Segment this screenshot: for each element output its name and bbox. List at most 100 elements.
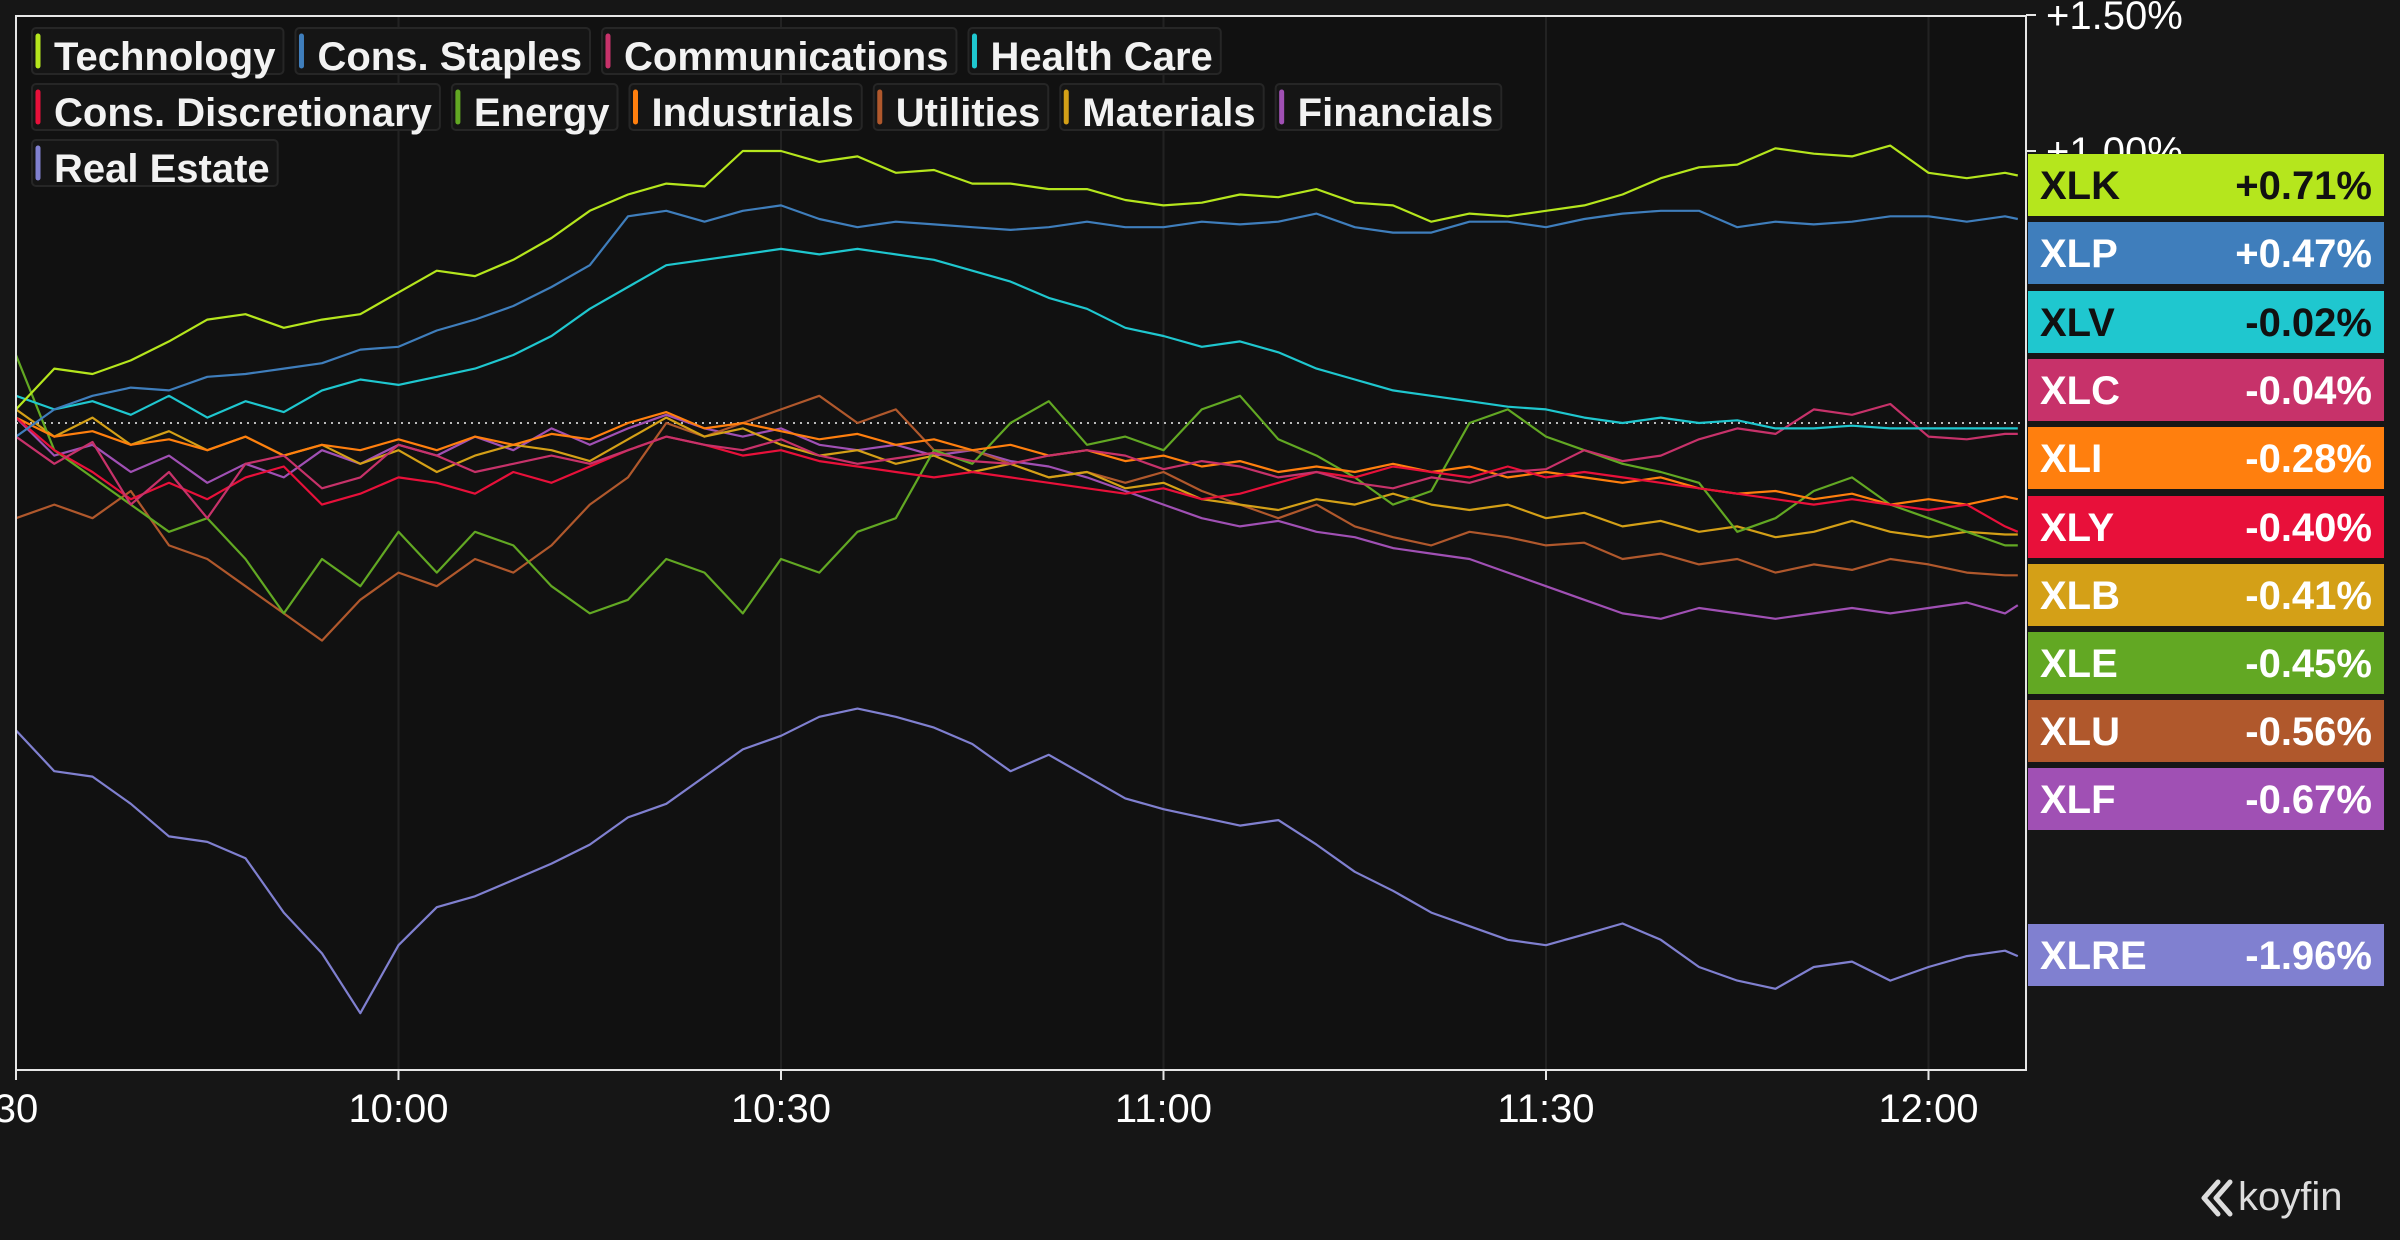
koyfin-logo-icon	[2201, 1179, 2233, 1217]
badge-background	[2028, 291, 2384, 353]
legend-item-box	[31, 27, 285, 75]
badge-background	[2028, 154, 2384, 216]
value-badges: XLK +0.71% XLP +0.47% XLC -0.04% XLV -0.02% XLY -…	[2028, 154, 2384, 986]
legend-label: Materials	[1082, 91, 1255, 135]
plot-border	[15, 15, 2027, 1071]
plot-area	[16, 16, 2026, 1070]
koyfin-logo: koyfin	[2201, 1175, 2343, 1219]
badge-xlb: XLB -0.41%	[2028, 564, 2384, 626]
legend-item-xli[interactable]: Industrials	[628, 83, 863, 135]
legend-item-xlv[interactable]: Health Care	[967, 27, 1222, 79]
legend-item-xlb[interactable]: Materials	[1059, 83, 1265, 135]
badge-xlre: XLRE -1.96%	[2028, 924, 2384, 986]
legend-item-box	[1274, 83, 1503, 131]
legend-item-xlf[interactable]: Financials	[1274, 83, 1503, 135]
legend-item-xly[interactable]: Cons. Discretionary	[31, 83, 441, 135]
legend-label: Real Estate	[54, 147, 270, 191]
legend-label: Utilities	[896, 91, 1040, 135]
series-line-xlre	[16, 707, 2019, 1015]
series-lines	[16, 144, 2019, 1015]
legend-label: Cons. Discretionary	[54, 91, 433, 135]
x-tick-label: 11:30	[1497, 1087, 1594, 1131]
legend-label: Energy	[474, 91, 610, 135]
series-line-xlb	[16, 408, 2018, 539]
legend-item-xlre[interactable]: Real Estate	[31, 139, 279, 191]
badge-xlf: XLF -0.67%	[2028, 768, 2384, 830]
legend-item-box	[872, 83, 1050, 131]
badge-background	[2028, 427, 2384, 489]
legend-item-xlk[interactable]: Technology	[31, 27, 285, 79]
badge-value: +0.71%	[2235, 164, 2372, 208]
badge-value: -0.45%	[2245, 642, 2372, 686]
brand-name: koyfin	[2238, 1175, 2343, 1219]
x-tick-label: 30	[0, 1087, 38, 1131]
badge-value: -0.56%	[2245, 710, 2372, 754]
badge-ticker: XLV	[2040, 301, 2115, 345]
badge-ticker: XLI	[2040, 437, 2102, 481]
legend-item-box	[628, 83, 863, 131]
series-line-xlv	[16, 247, 2018, 430]
legend-label: Cons. Staples	[317, 35, 582, 79]
legend-label: Financials	[1298, 91, 1494, 135]
badge-value: -0.02%	[2245, 301, 2372, 345]
badge-ticker: XLF	[2040, 778, 2116, 822]
legend-item-xlu[interactable]: Utilities	[872, 83, 1050, 135]
badge-xle: XLE -0.45%	[2028, 632, 2384, 694]
badge-value: -0.67%	[2245, 778, 2372, 822]
legend-item-box	[967, 27, 1222, 75]
badge-xly: XLY -0.40%	[2028, 496, 2384, 558]
legend-label: Health Care	[990, 35, 1212, 79]
legend-item-box	[31, 83, 441, 131]
badge-value: -0.41%	[2245, 574, 2372, 618]
badge-background	[2028, 564, 2384, 626]
legend-label: Technology	[54, 35, 276, 79]
x-tick-label: 10:30	[731, 1087, 831, 1131]
badge-value: -0.40%	[2245, 506, 2372, 550]
legend-item-box	[31, 139, 279, 187]
legend-label: Communications	[624, 35, 948, 79]
badge-ticker: XLY	[2040, 506, 2114, 550]
badge-ticker: XLU	[2040, 710, 2120, 754]
badge-xlp: XLP +0.47%	[2028, 222, 2384, 284]
badge-ticker: XLK	[2040, 164, 2120, 208]
series-line-xlp	[16, 204, 2019, 438]
badge-xlk: XLK +0.71%	[2028, 154, 2384, 216]
legend-item-box	[294, 27, 591, 75]
badge-background	[2028, 924, 2384, 986]
badge-ticker: XLE	[2040, 642, 2118, 686]
badge-background	[2028, 768, 2384, 830]
badge-value: -0.04%	[2245, 369, 2372, 413]
legend-item-box	[450, 83, 619, 131]
badge-value: -0.28%	[2245, 437, 2372, 481]
badge-value: -1.96%	[2245, 934, 2372, 978]
legend-item-box	[601, 27, 958, 75]
legend-item-xlp[interactable]: Cons. Staples	[294, 27, 591, 79]
x-tick-label: 11:00	[1115, 1087, 1212, 1131]
badge-xli: XLI -0.28%	[2028, 427, 2384, 489]
badge-ticker: XLB	[2040, 574, 2120, 618]
y-tick-label: +1.50%	[2046, 0, 2183, 38]
x-tick-label: 10:00	[348, 1087, 448, 1131]
badge-background	[2028, 222, 2384, 284]
legend-item-box	[1059, 83, 1265, 131]
series-line-xlk	[16, 144, 2019, 411]
badge-background	[2028, 359, 2384, 421]
badge-xlc: XLC -0.04%	[2028, 359, 2384, 421]
badge-value: +0.47%	[2235, 232, 2372, 276]
x-tick-label: 12:00	[1878, 1087, 1978, 1131]
badge-ticker: XLP	[2040, 232, 2118, 276]
series-line-xle	[16, 354, 2018, 615]
legend-item-xlc[interactable]: Communications	[601, 27, 958, 79]
badge-background	[2028, 700, 2384, 762]
badge-ticker: XLC	[2040, 369, 2120, 413]
series-line-xlc	[16, 402, 2018, 520]
badge-xlu: XLU -0.56%	[2028, 700, 2384, 762]
badge-xlv: XLV -0.02%	[2028, 291, 2384, 353]
series-line-xly	[16, 416, 2019, 533]
legend-item-xle[interactable]: Energy	[450, 83, 619, 135]
legend-label: Industrials	[652, 91, 854, 135]
legend: Technology Cons. Staples Communications Hea…	[31, 27, 1503, 191]
badge-background	[2028, 496, 2384, 558]
